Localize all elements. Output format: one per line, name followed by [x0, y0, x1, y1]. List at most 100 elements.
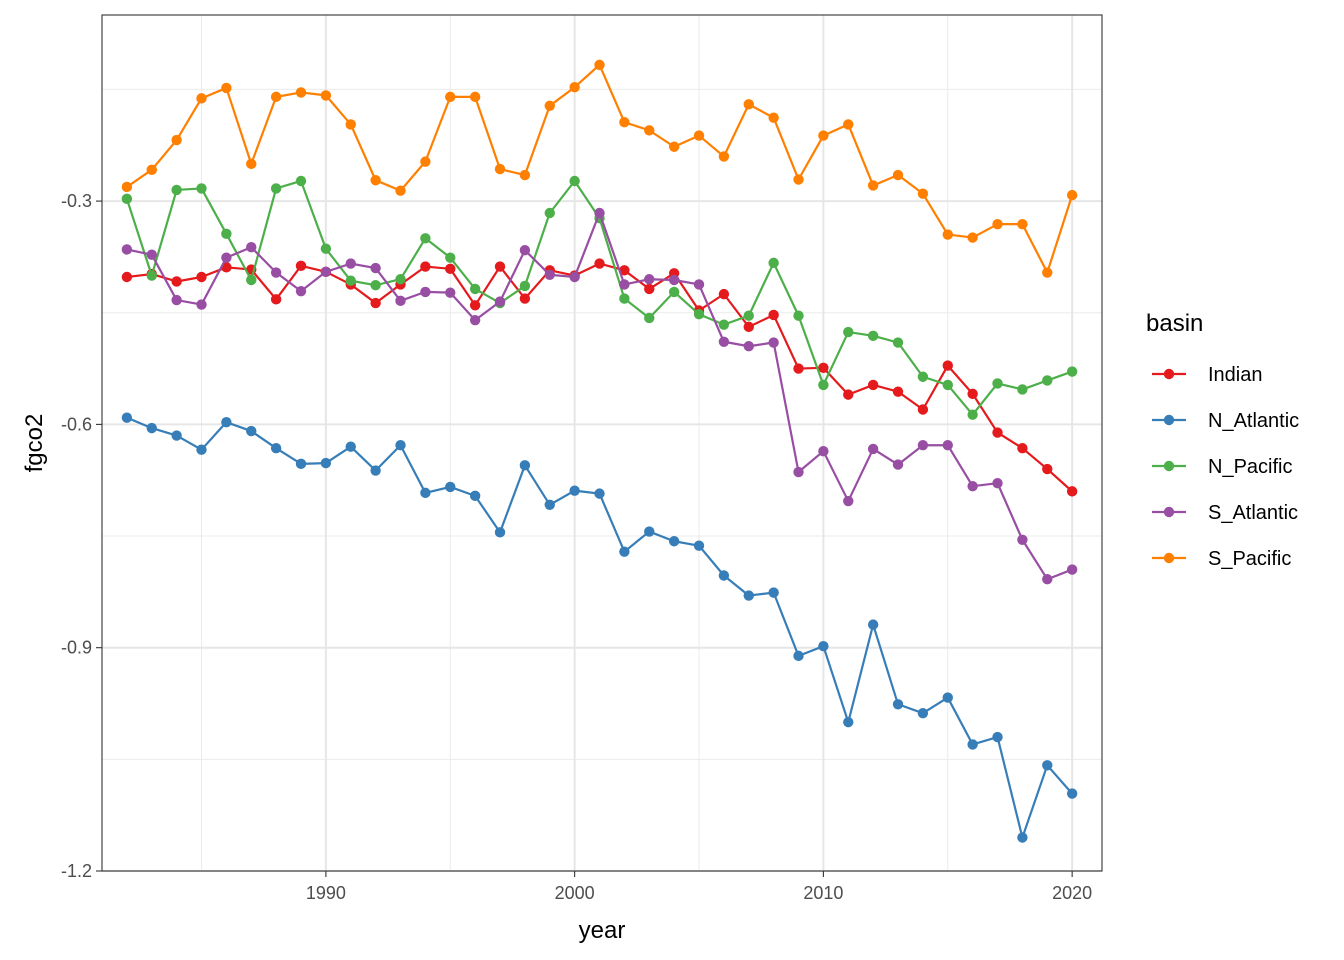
- data-point: [420, 233, 431, 244]
- data-point: [320, 266, 332, 277]
- data-point: [295, 87, 307, 98]
- data-point: [420, 487, 431, 499]
- y-axis-title: fgco2: [21, 414, 48, 473]
- data-point: [121, 193, 133, 205]
- data-point: [768, 337, 779, 348]
- data-point: [544, 499, 555, 510]
- data-point: [445, 91, 456, 103]
- data-point: [693, 309, 705, 320]
- data-point: [942, 360, 953, 371]
- data-point: [1017, 218, 1028, 230]
- data-point: [967, 480, 978, 492]
- y-tick-label: -0.6: [61, 414, 92, 434]
- data-point: [270, 91, 282, 103]
- data-point: [1017, 443, 1028, 454]
- legend-item: S_Pacific: [1152, 548, 1291, 570]
- data-point: [644, 312, 655, 324]
- data-point: [867, 330, 879, 342]
- data-point: [942, 692, 953, 703]
- data-point: [146, 249, 157, 260]
- legend-key-point: [1163, 506, 1175, 518]
- data-point: [917, 371, 929, 382]
- data-point: [668, 274, 680, 286]
- data-point: [420, 261, 431, 272]
- data-point: [942, 379, 953, 391]
- x-axis-title: year: [579, 917, 626, 944]
- data-point: [743, 321, 754, 333]
- data-point: [768, 587, 779, 598]
- data-point: [843, 389, 854, 400]
- data-point: [1042, 267, 1053, 278]
- data-point: [171, 184, 182, 196]
- data-point: [246, 274, 257, 286]
- data-point: [867, 619, 879, 630]
- x-tick-label: 2020: [1052, 883, 1092, 903]
- data-point: [818, 641, 829, 652]
- data-point: [1066, 486, 1078, 497]
- data-point: [370, 175, 381, 186]
- data-point: [1042, 574, 1053, 585]
- data-point: [121, 244, 133, 255]
- legend-key-point: [1163, 368, 1175, 380]
- legend-label: S_Atlantic: [1208, 502, 1298, 524]
- legend-key-point: [1163, 552, 1175, 564]
- x-tick-label: 1990: [306, 883, 346, 903]
- data-point: [644, 283, 655, 295]
- data-point: [793, 174, 804, 185]
- data-point: [320, 90, 332, 101]
- data-point: [718, 336, 730, 347]
- data-point: [892, 169, 904, 181]
- data-point: [1017, 832, 1028, 843]
- grid-lines: [102, 15, 1102, 872]
- series-layer: [121, 59, 1078, 843]
- data-point: [519, 280, 531, 292]
- data-point: [196, 93, 207, 104]
- data-point: [992, 427, 1003, 438]
- data-point: [743, 590, 754, 601]
- data-point: [619, 116, 630, 128]
- legend-item: S_Atlantic: [1152, 502, 1298, 524]
- data-point: [594, 59, 605, 71]
- data-point: [146, 270, 157, 281]
- data-point: [892, 337, 904, 348]
- data-point: [146, 422, 157, 434]
- data-point: [121, 271, 133, 283]
- data-point: [196, 444, 207, 455]
- data-point: [519, 293, 531, 304]
- data-point: [1066, 788, 1078, 799]
- data-point: [345, 119, 356, 130]
- data-point: [619, 546, 630, 557]
- data-point: [917, 404, 929, 415]
- data-point: [1017, 534, 1028, 545]
- y-axis: -1.2 -0.9 -0.6 -0.3: [61, 191, 102, 881]
- data-point: [718, 319, 730, 330]
- data-point: [469, 283, 481, 295]
- data-point: [917, 707, 929, 719]
- data-point: [942, 229, 953, 240]
- y-tick-label: -0.9: [61, 638, 92, 658]
- series-N_Atlantic: [121, 412, 1078, 843]
- data-point: [818, 379, 829, 391]
- data-point: [519, 245, 531, 256]
- data-point: [793, 466, 804, 478]
- data-point: [942, 440, 953, 451]
- plot-area: [101, 14, 1103, 872]
- data-point: [494, 163, 506, 175]
- data-point: [843, 495, 854, 507]
- data-point: [818, 362, 829, 374]
- data-point: [345, 275, 356, 286]
- data-point: [668, 286, 680, 298]
- data-point: [171, 134, 182, 146]
- data-point: [171, 294, 182, 306]
- data-point: [569, 82, 580, 93]
- data-point: [469, 490, 481, 502]
- data-point: [569, 175, 580, 187]
- data-point: [843, 716, 854, 728]
- data-point: [370, 262, 381, 274]
- data-point: [270, 294, 282, 305]
- data-point: [1066, 189, 1078, 201]
- legend-title: basin: [1146, 310, 1203, 337]
- data-point: [843, 326, 854, 338]
- data-point: [270, 183, 282, 194]
- data-point: [221, 228, 232, 240]
